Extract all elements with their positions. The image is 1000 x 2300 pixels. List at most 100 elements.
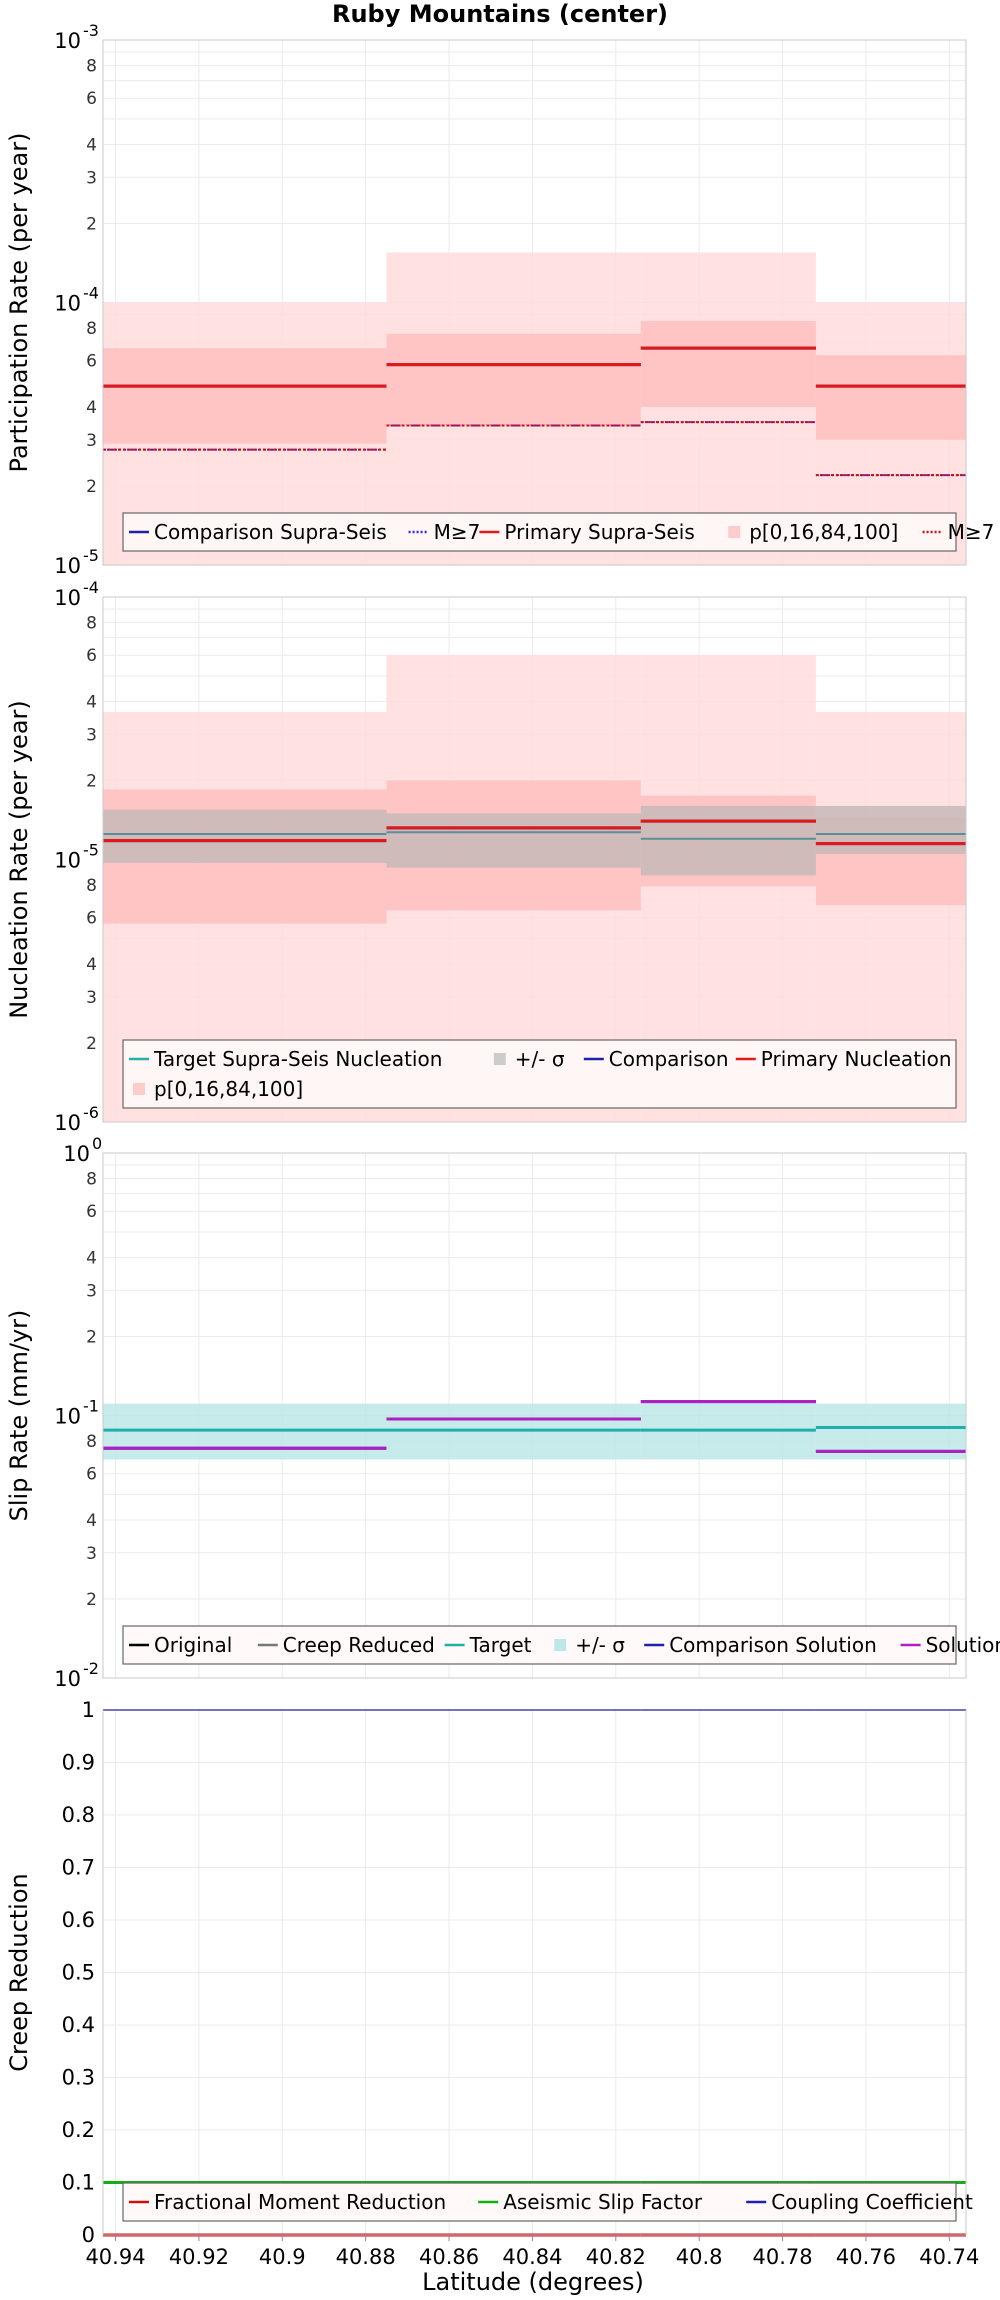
participation-legend-label: M≥7 bbox=[948, 520, 995, 544]
slip-legend-label: Creep Reduced bbox=[283, 1633, 435, 1657]
x-tick-label: 40.84 bbox=[502, 2245, 562, 2269]
participation-legend: Comparison Supra-Seis M≥7 Primary Supra-Se… bbox=[122, 512, 995, 552]
slip-legend-label: Solution bbox=[926, 1633, 1000, 1657]
creep-y-tick: 0 bbox=[82, 2223, 95, 2247]
nucleation-legend-label: p[0,16,84,100] bbox=[154, 1077, 303, 1101]
slip-legend-label: Target bbox=[469, 1633, 532, 1657]
creep-y-tick: 0.4 bbox=[62, 2013, 95, 2037]
creep-legend-label: Aseismic Slip Factor bbox=[503, 2190, 703, 2214]
x-tick-label: 40.78 bbox=[752, 2245, 812, 2269]
participation-y-major-tick-exp: -3 bbox=[83, 21, 99, 40]
slip-y-axis-label: Slip Rate (mm/yr) bbox=[5, 1310, 33, 1522]
creep-plot-frame bbox=[102, 1709, 967, 2236]
slip-y-major-tick-exp: -1 bbox=[83, 1397, 99, 1416]
creep-y-tick: 0.5 bbox=[62, 1961, 95, 1985]
creep-legend-box bbox=[122, 2182, 957, 2222]
participation-y-minor-tick: 3 bbox=[86, 168, 97, 188]
slip-plot-frame bbox=[102, 1152, 967, 1679]
participation-y-major-tick-exp: -5 bbox=[83, 546, 99, 565]
slip-y-major-tick-exp: 0 bbox=[92, 1134, 102, 1153]
creep-legend: Fractional Moment Reduction Aseismic Slip… bbox=[122, 2182, 973, 2222]
slip-y-minor-tick: 8 bbox=[86, 1169, 97, 1189]
participation-y-minor-tick: 4 bbox=[86, 398, 97, 418]
creep-y-tick: 0.2 bbox=[62, 2118, 95, 2142]
nucleation-legend-swatch bbox=[493, 1053, 506, 1065]
creep-legend-label: Coupling Coefficient bbox=[771, 2190, 973, 2214]
nucleation-legend-box bbox=[122, 1039, 957, 1109]
nucleation-plot-frame bbox=[102, 596, 967, 1123]
participation-legend-swatch bbox=[728, 526, 741, 538]
participation-y-major-tick: 10 bbox=[54, 554, 81, 578]
nucleation-y-major-tick-exp: -5 bbox=[83, 841, 99, 860]
nucleation-legend-label: +/- σ bbox=[515, 1047, 565, 1071]
participation-y-minor-tick: 8 bbox=[86, 319, 97, 339]
nucleation-y-major-tick-exp: -6 bbox=[83, 1103, 99, 1122]
creep-legend-label: Fractional Moment Reduction bbox=[154, 2190, 446, 2214]
creep-y-tick: 0.9 bbox=[62, 1751, 95, 1775]
nucleation-band-2-seg-0 bbox=[103, 809, 387, 863]
slip-y-minor-tick: 4 bbox=[86, 1511, 97, 1531]
participation-legend-label: Comparison Supra-Seis bbox=[154, 520, 387, 544]
slip-legend-label: Comparison Solution bbox=[669, 1633, 877, 1657]
creep-y-ticks: 0 0.1 0.2 0.3 0.4 0.5 0.6 0.7 0.8 0.9 1 bbox=[62, 1698, 95, 2247]
participation-y-minor-tick: 2 bbox=[86, 477, 97, 497]
x-tick-label: 40.94 bbox=[85, 2245, 145, 2269]
creep-y-axis-label: Creep Reduction bbox=[5, 1873, 33, 2071]
participation-band-1-seg-3 bbox=[815, 355, 966, 440]
nucleation-y-major-tick-exp: -4 bbox=[83, 578, 99, 597]
x-tick-label: 40.8 bbox=[676, 2245, 723, 2269]
nucleation-legend-label: Target Supra-Seis Nucleation bbox=[153, 1047, 442, 1071]
x-tick-label: 40.88 bbox=[336, 2245, 396, 2269]
slip-legend: Original Creep Reduced Target +/- σ Comparis… bbox=[122, 1625, 1000, 1665]
creep-y-tick: 1 bbox=[82, 1698, 95, 1722]
nucleation-y-minor-tick: 6 bbox=[86, 909, 97, 929]
nucleation-band-2-seg-1 bbox=[386, 813, 641, 868]
nucleation-y-minor-tick: 8 bbox=[86, 876, 97, 896]
slip-y-minor-tick: 2 bbox=[86, 1590, 97, 1610]
nucleation-band-2-seg-2 bbox=[640, 805, 816, 876]
x-tick-label: 40.86 bbox=[419, 2245, 479, 2269]
creep-y-tick: 0.6 bbox=[62, 1908, 95, 1932]
nucleation-y-axis-label: Nucleation Rate (per year) bbox=[5, 700, 33, 1019]
participation-y-major-tick: 10 bbox=[54, 29, 81, 53]
creep-y-tick: 0.8 bbox=[62, 1803, 95, 1827]
slip-y-major-tick: 10 bbox=[54, 1405, 81, 1429]
slip-y-minor-tick: 3 bbox=[86, 1544, 97, 1564]
slip-y-minor-tick: 6 bbox=[86, 1465, 97, 1485]
slip-y-major-tick-exp: -2 bbox=[83, 1659, 99, 1678]
nucleation-y-minor-tick: 8 bbox=[86, 613, 97, 633]
participation-y-minor-tick: 6 bbox=[86, 352, 97, 372]
nucleation-y-major-tick: 10 bbox=[54, 849, 81, 873]
nucleation-y-minor-tick: 3 bbox=[86, 988, 97, 1008]
participation-y-major-tick: 10 bbox=[54, 292, 81, 316]
chart-title: Ruby Mountains (center) bbox=[332, 0, 668, 28]
nucleation-y-major-tick: 10 bbox=[54, 1111, 81, 1135]
x-tick-label: 40.82 bbox=[586, 2245, 646, 2269]
participation-band-1-seg-2 bbox=[640, 321, 816, 407]
nucleation-y-minor-tick: 2 bbox=[86, 1034, 97, 1054]
x-tick-label: 40.76 bbox=[836, 2245, 896, 2269]
panel-creep: 0 0.1 0.2 0.3 0.4 0.5 0.6 0.7 0.8 0.9 1 Creep Reduc… bbox=[5, 1698, 973, 2247]
nucleation-legend-swatch bbox=[133, 1083, 145, 1095]
x-axis-ticks: 40.94 40.92 40.9 40.88 40.86 40.84 40.82 40.8 40… bbox=[85, 2235, 979, 2269]
nucleation-band-2-seg-3 bbox=[815, 805, 966, 854]
slip-legend-label: +/- σ bbox=[575, 1633, 625, 1657]
nucleation-y-minor-tick: 6 bbox=[86, 646, 97, 666]
slip-y-minor-tick: 8 bbox=[86, 1432, 97, 1452]
creep-y-tick: 0.1 bbox=[62, 2171, 95, 2195]
participation-band-1-seg-0 bbox=[103, 348, 387, 444]
slip-y-major-tick: 10 bbox=[54, 1667, 81, 1691]
participation-y-minor-tick: 8 bbox=[86, 56, 97, 76]
slip-y-minor-tick: 4 bbox=[86, 1248, 97, 1268]
x-axis-label: Latitude (degrees) bbox=[422, 2268, 644, 2296]
slip-y-minor-tick: 6 bbox=[86, 1202, 97, 1222]
slip-y-major-tick: 10 bbox=[63, 1142, 90, 1166]
participation-legend-label: Primary Supra-Seis bbox=[504, 520, 694, 544]
